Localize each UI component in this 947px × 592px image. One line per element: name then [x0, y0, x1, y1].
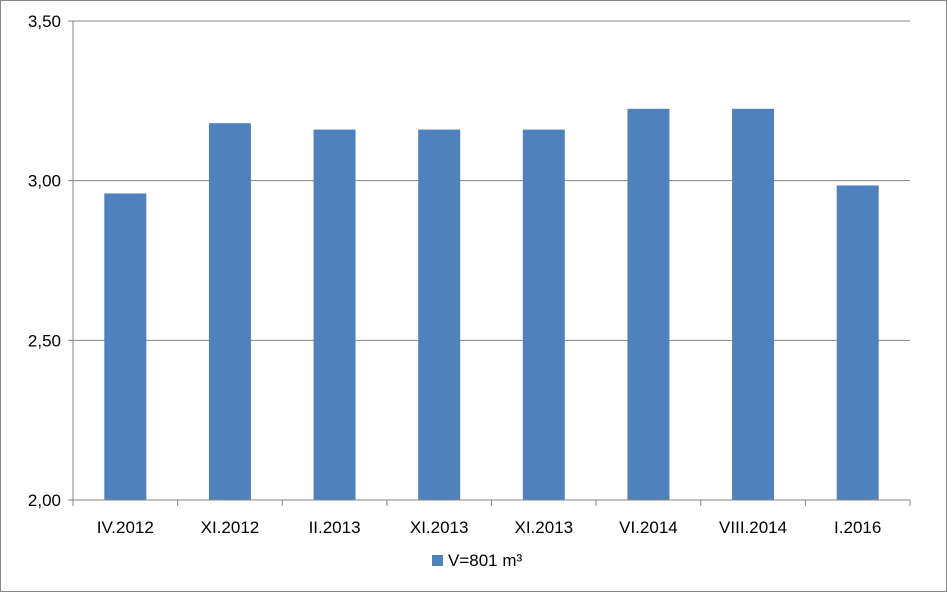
legend-label: V=801 m³ — [448, 551, 523, 570]
x-tick-label: I.2016 — [834, 518, 881, 537]
x-tick-label: VIII.2014 — [719, 518, 787, 537]
bar — [104, 193, 147, 500]
legend-swatch — [432, 555, 443, 566]
x-tick-label: XI.2013 — [515, 518, 574, 537]
y-tick-label: 2,00 — [28, 491, 61, 510]
bar — [522, 129, 565, 500]
y-tick-label: 3,00 — [28, 172, 61, 191]
bar — [732, 108, 775, 501]
axes — [72, 21, 910, 506]
gridlines — [68, 20, 911, 506]
x-tick-label: II.2013 — [309, 518, 361, 537]
bar — [418, 129, 461, 500]
y-tick-label: 2,50 — [28, 331, 61, 350]
x-tick-label: VI.2014 — [619, 518, 678, 537]
y-tick-label: 3,50 — [28, 12, 61, 31]
x-tick-labels: IV.2012 XI.2012 II.2013 XI.2013 XI.2013 VI.20… — [97, 518, 882, 537]
bar — [313, 129, 356, 500]
bars — [104, 108, 879, 501]
x-tick-label: IV.2012 — [97, 518, 154, 537]
bar — [627, 108, 670, 501]
y-tick-labels: 2,00 2,50 3,00 3,50 — [28, 12, 61, 510]
bar — [208, 123, 251, 500]
bar — [836, 185, 879, 500]
x-tick-label: XI.2013 — [410, 518, 469, 537]
legend: V=801 m³ — [432, 551, 523, 570]
x-tick-label: XI.2012 — [201, 518, 260, 537]
